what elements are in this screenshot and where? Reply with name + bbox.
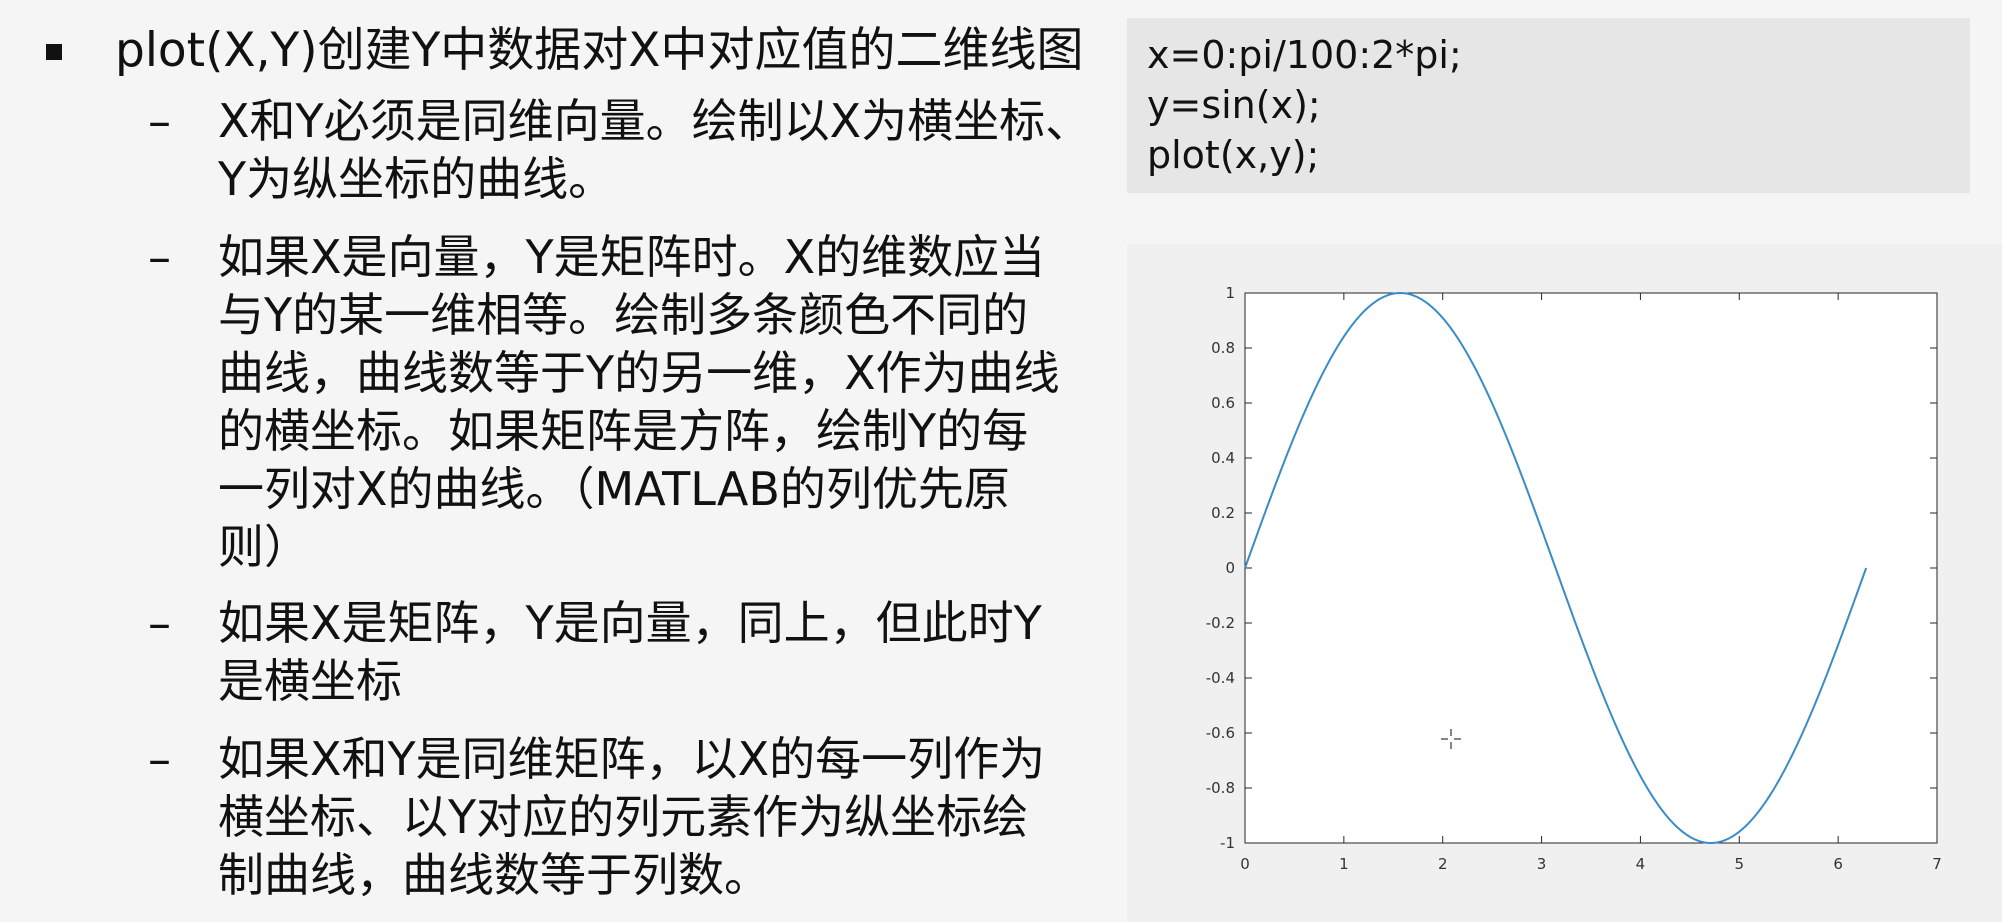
square-bullet-icon [46, 44, 62, 60]
sub-bullet-line: 如果X是矩阵，Y是向量，同上，但此时Y [218, 596, 1042, 650]
sub-bullet-line: 是横坐标 [218, 654, 402, 708]
y-tick-label: 0 [1225, 559, 1235, 577]
sub-bullet-line: 如果X和Y是同维矩阵，以X的每一列作为 [218, 732, 1046, 786]
sub-bullet-line: 横坐标、以Y对应的列元素作为纵坐标绘 [218, 790, 1029, 844]
y-tick-label: -0.4 [1206, 669, 1235, 687]
y-tick-label: 0.6 [1211, 394, 1235, 412]
main-bullet-text: plot(X,Y)创建Y中数据对X中对应值的二维线图 [115, 23, 1084, 78]
sub-bullet-line: 一列对X的曲线。（MATLAB的列优先原 [218, 462, 1010, 516]
y-tick-label: -0.8 [1206, 779, 1235, 797]
y-tick-label: -0.2 [1206, 614, 1235, 632]
sub-bullet-line: X和Y必须是同维向量。绘制以X为横坐标、 [218, 94, 1092, 148]
code-block: x=0:pi/100:2*pi; y=sin(x); plot(x,y); [1127, 18, 1970, 193]
sub-bullet-line: Y为纵坐标的曲线。 [218, 152, 615, 206]
sub-bullet-line: 如果X是向量，Y是矩阵时。X的维数应当 [218, 230, 1046, 284]
x-tick-label: 2 [1438, 855, 1448, 873]
code-line: x=0:pi/100:2*pi; [1147, 33, 1462, 77]
x-tick-label: 4 [1636, 855, 1646, 873]
sub-bullet-line: 与Y的某一维相等。绘制多条颜色不同的 [218, 288, 1029, 342]
dash-icon: – [148, 230, 171, 284]
y-tick-label: -0.6 [1206, 724, 1235, 742]
x-tick-label: 7 [1932, 855, 1942, 873]
dash-icon: – [148, 732, 171, 786]
y-tick-label: -1 [1220, 834, 1235, 852]
crosshair-cursor-icon [1441, 729, 1461, 749]
x-tick-label: 1 [1339, 855, 1349, 873]
plot-panel: 0 1 2 3 4 5 6 7 1 0.8 0.6 0.4 0.2 0 -0.2 -0.4 -0.6 -0.8 -1 [1127, 244, 2002, 922]
dash-icon: – [148, 94, 171, 148]
x-tick-label: 0 [1240, 855, 1250, 873]
x-tick-label: 5 [1735, 855, 1745, 873]
x-tick-label: 6 [1833, 855, 1843, 873]
y-tick-label: 1 [1225, 284, 1235, 302]
sub-bullet-line: 曲线，曲线数等于Y的另一维，X作为曲线 [218, 346, 1060, 400]
series-line-sin [1244, 291, 1868, 845]
dash-icon: – [148, 596, 171, 650]
sub-bullet-line: 的横坐标。如果矩阵是方阵，绘制Y的每 [218, 404, 1029, 458]
y-tick-label: 0.4 [1211, 449, 1235, 467]
code-line: plot(x,y); [1147, 133, 1320, 177]
y-tick-label: 0.2 [1211, 504, 1235, 522]
plot-area [1244, 292, 1938, 844]
x-tick-label: 3 [1537, 855, 1547, 873]
sub-bullet-line: 制曲线，曲线数等于列数。 [218, 848, 770, 902]
sub-bullet-line: 则） [218, 520, 310, 574]
sine-plot: 0 1 2 3 4 5 6 7 1 0.8 0.6 0.4 0.2 0 -0.2 -0.4 -0.6 -0.8 -1 [1206, 284, 1942, 873]
code-line: y=sin(x); [1147, 83, 1321, 127]
y-tick-label: 0.8 [1211, 339, 1235, 357]
